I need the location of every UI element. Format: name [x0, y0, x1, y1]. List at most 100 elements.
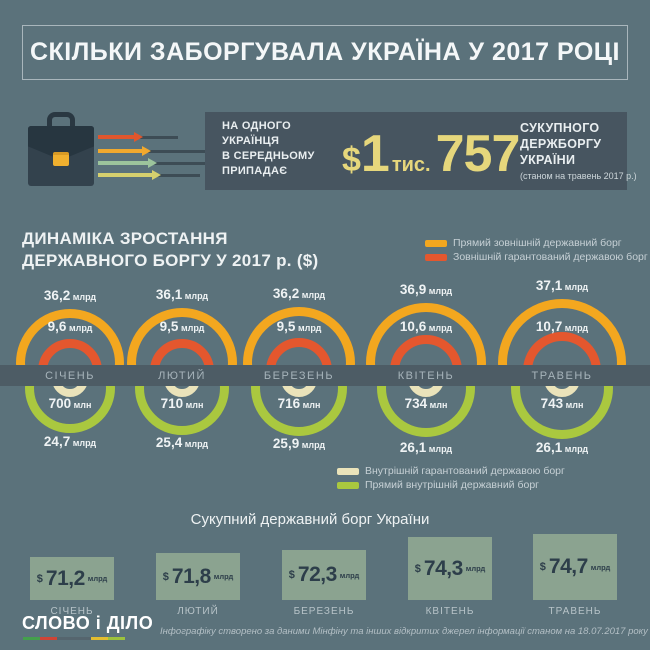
label-internal-direct: 24,7 млрд — [12, 433, 128, 451]
per-capita-label-left: НА ОДНОГО УКРАЇНЦЯ В СЕРЕДНЬОМУ ПРИПАДАЄ — [222, 119, 342, 179]
ring-internal-direct — [25, 375, 115, 433]
value-text: 37,1 — [535, 278, 563, 293]
total-bar: $71,2 млрд — [30, 557, 114, 600]
value-text: 36,2 — [43, 288, 71, 303]
ring-internal-guaranteed — [52, 375, 88, 397]
unit-text: млрд — [339, 570, 360, 580]
currency-symbol: $ — [539, 561, 546, 573]
ring-external-direct — [127, 308, 237, 375]
logo-underline-segment — [40, 637, 57, 640]
text-line: ДЕРЖБОРГУ — [520, 137, 602, 151]
total-bar-month-label: ЛЮТИЙ — [177, 606, 219, 617]
amount-units: 757 — [435, 125, 521, 183]
total-value: 74,3 — [423, 556, 463, 580]
legend-label: Внутрішній гарантований державою борг — [365, 465, 565, 477]
month-band-label: ЛЮТИЙ — [158, 370, 206, 382]
total-bar: $72,3 млрд — [282, 550, 366, 600]
label-internal-direct: 26,1 млрд — [504, 439, 620, 457]
rings-lower-half — [0, 375, 650, 467]
label-internal-guaranteed: 734 млн — [368, 395, 484, 413]
month-band: СІЧЕНЬ ЛЮТИЙ БЕРЕЗЕНЬ КВІТЕНЬ ТРАВЕНЬ — [0, 365, 650, 386]
arrow-shaft — [98, 135, 135, 139]
value-text: 25,4 — [155, 435, 183, 450]
label-internal-guaranteed: 700 млн — [12, 395, 128, 413]
per-capita-label-right: СУКУПНОГО ДЕРЖБОРГУ УКРАЇНИ — [520, 120, 630, 168]
text-line: ДИНАМІКА ЗРОСТАННЯ — [22, 229, 228, 248]
unit-text: млрд — [66, 323, 93, 333]
value-text: 26,1 — [399, 440, 427, 455]
total-bar-month-label: СІЧЕНЬ — [50, 606, 94, 617]
value-text: 25,9 — [272, 436, 300, 451]
unit-text: млрд — [295, 323, 322, 333]
legend-label: Зовнішній гарантований державою борг — [453, 251, 648, 263]
total-title: Сукупний державний борг України — [190, 511, 430, 528]
total-value: 71,2 — [45, 566, 85, 590]
arrow-head-icon — [152, 170, 161, 180]
briefcase-clasp — [53, 152, 69, 166]
ring-internal-guaranteed — [164, 375, 200, 397]
unit-text: млрд — [562, 282, 589, 292]
legend-swatch-internal-direct — [337, 481, 359, 489]
logo-underline — [23, 637, 125, 640]
unit-text: млрд — [426, 323, 453, 333]
unit-text: млрд — [178, 323, 205, 333]
label-external-guaranteed: 9,6 млрд — [12, 318, 128, 336]
value-text: 36,1 — [155, 287, 183, 302]
legend-swatch-internal-guaranteed — [337, 467, 359, 475]
slovoidilo-logo: СЛОВО і ДІЛО — [22, 613, 154, 633]
ring-external-guaranteed — [523, 332, 601, 375]
amount-thousands: 1 — [360, 125, 390, 183]
value-text: 9,6 — [47, 319, 67, 334]
ring-internal-guaranteed — [281, 375, 317, 397]
legend-label: Прямий зовнішній державний борг — [453, 237, 622, 249]
unit-text: млрд — [426, 444, 453, 454]
arrow-tail — [98, 150, 205, 153]
logo-underline-segment — [23, 637, 40, 640]
unit-text: млрд — [182, 291, 209, 301]
unit-text: млрд — [70, 292, 97, 302]
ring-external-direct — [16, 309, 124, 375]
arrow-shaft — [98, 173, 153, 177]
text-line: НА ОДНОГО — [222, 120, 292, 132]
total-value: 72,3 — [297, 563, 337, 586]
label-internal-guaranteed: 710 млн — [124, 395, 240, 413]
ring-external-guaranteed — [266, 338, 332, 375]
value-text: 36,2 — [272, 286, 300, 301]
unit-text: млн — [300, 400, 321, 410]
label-internal-direct: 25,4 млрд — [124, 434, 240, 452]
arrow-head-icon — [142, 146, 151, 156]
header-box: СКІЛЬКИ ЗАБОРГУВАЛА УКРАЇНА У 2017 РОЦІ — [22, 25, 628, 80]
unit-text: млн — [71, 400, 92, 410]
legend-swatch-external-guaranteed — [425, 253, 447, 261]
currency-symbol: $ — [162, 570, 169, 583]
total-bar-month-label: БЕРЕЗЕНЬ — [293, 606, 355, 617]
total-bar-month-label: ТРАВЕНЬ — [548, 606, 602, 617]
currency-symbol: $ — [342, 141, 361, 179]
ring-internal-direct — [251, 375, 347, 436]
value-text: 10,7 — [535, 319, 563, 334]
label-external-direct: 36,2 млрд — [241, 285, 357, 303]
label-external-guaranteed: 9,5 млрд — [241, 318, 357, 336]
label-external-guaranteed: 10,6 млрд — [368, 318, 484, 336]
total-bar-month-label: КВІТЕНЬ — [425, 606, 475, 617]
unit-text: млрд — [562, 444, 589, 454]
ring-external-guaranteed — [390, 335, 462, 375]
label-internal-guaranteed: 716 млн — [241, 395, 357, 413]
unit-text: млрд — [299, 290, 326, 300]
value-text: 9,5 — [159, 319, 179, 334]
label-internal-direct: 26,1 млрд — [368, 439, 484, 457]
unit-text: млн — [563, 400, 584, 410]
page-title: СКІЛЬКИ ЗАБОРГУВАЛА УКРАЇНА У 2017 РОЦІ — [29, 38, 621, 66]
unit-text: млрд — [213, 572, 234, 581]
label-external-guaranteed: 10,7 млрд — [504, 318, 620, 336]
value-text: 710 — [160, 396, 184, 411]
thousands-label: тис. — [391, 154, 431, 176]
unit-text: млрд — [562, 323, 589, 333]
label-external-direct: 37,1 млрд — [504, 277, 620, 295]
month-band-label: СІЧЕНЬ — [45, 370, 95, 382]
text-line: УКРАЇНЦЯ — [222, 135, 280, 147]
footer-note: Інфографіку створено за даними Мінфіну т… — [160, 626, 648, 637]
arrow-head-icon — [134, 132, 143, 142]
total-bar: $71,8 млрд — [156, 553, 240, 600]
unit-text: млрд — [590, 562, 611, 572]
